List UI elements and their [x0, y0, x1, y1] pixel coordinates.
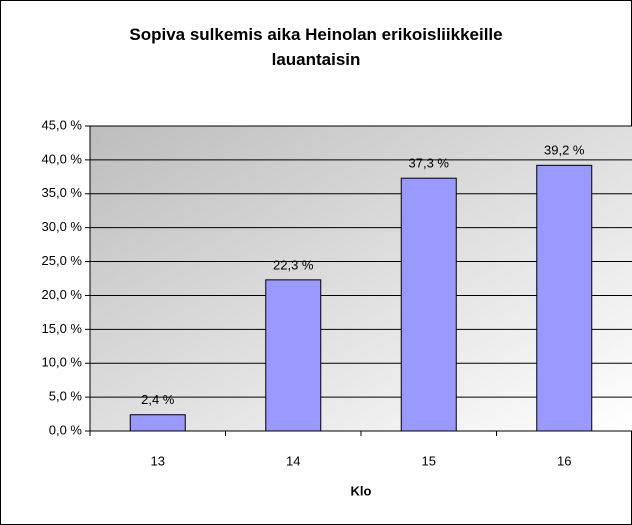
y-tick-label: 15,0 % [42, 321, 83, 336]
bar [536, 164, 593, 432]
x-tick-label: 15 [422, 453, 436, 468]
y-tick-label: 35,0 % [42, 185, 83, 200]
data-label: 39,2 % [544, 143, 585, 158]
x-tick-label: 14 [286, 453, 300, 468]
y-tick-label: 10,0 % [42, 355, 83, 370]
y-tick-label: 40,0 % [42, 151, 83, 166]
bar [400, 177, 457, 432]
x-tick-label: 16 [557, 453, 571, 468]
y-tick-label: 45,0 % [42, 117, 83, 132]
x-tick-label: 13 [151, 453, 165, 468]
x-axis-label: Klo [351, 483, 372, 498]
data-label: 2,4 % [141, 392, 175, 407]
data-label: 37,3 % [409, 156, 450, 171]
y-tick-label: 20,0 % [42, 287, 83, 302]
bar [265, 279, 322, 432]
y-tick-label: 30,0 % [42, 219, 83, 234]
y-tick-label: 0,0 % [49, 422, 83, 437]
y-tick-label: 25,0 % [42, 253, 83, 268]
y-tick-label: 5,0 % [49, 389, 83, 404]
bar [129, 414, 186, 432]
data-label: 22,3 % [273, 257, 314, 272]
chart-title: Sopiva sulkemis aika Heinolan erikoislii… [129, 25, 503, 69]
